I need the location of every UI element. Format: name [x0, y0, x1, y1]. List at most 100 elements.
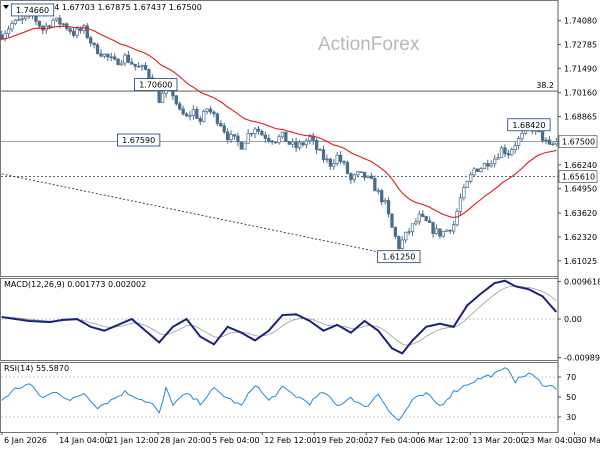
candle-body — [544, 139, 548, 142]
candle-body — [181, 108, 185, 115]
candle-body — [342, 161, 346, 163]
candle-body — [208, 108, 213, 113]
candle-body — [516, 138, 521, 146]
candle-body — [143, 65, 148, 70]
candle-body — [116, 58, 120, 66]
current-price-tag — [558, 135, 598, 149]
candle-body — [458, 197, 463, 212]
candle-body — [499, 147, 504, 159]
candle-body — [520, 133, 524, 139]
candle-body — [68, 28, 72, 32]
candle-body — [10, 23, 14, 30]
rsi-line — [1, 367, 557, 422]
candle-body — [256, 128, 261, 132]
price-tick-label: 1.74080 — [564, 17, 597, 26]
candle-body — [551, 143, 555, 146]
candle-body — [113, 56, 117, 60]
candle-body — [54, 17, 59, 21]
candle-body — [236, 135, 240, 143]
candle-body — [362, 171, 367, 178]
candle-body — [140, 65, 144, 67]
candle-body — [109, 56, 113, 59]
candle-body — [263, 134, 267, 139]
x-tick-label: 13 Mar 20:00 — [472, 436, 525, 445]
candle-body — [147, 69, 151, 79]
candle-body — [191, 108, 196, 116]
price-tick-label: 1.63620 — [564, 209, 597, 218]
candle-body — [421, 213, 425, 217]
candle-body — [489, 163, 493, 167]
x-tick-label: 21 Jan 12:00 — [108, 436, 159, 445]
candle-body — [431, 222, 435, 234]
candle-body — [469, 174, 473, 182]
candle-body — [205, 108, 209, 112]
price-annotation-box — [507, 118, 551, 132]
rsi-pane: RSI(14) 55.5870 70 50 30 — [1, 364, 576, 422]
price-tick-label: 1.66240 — [564, 161, 597, 170]
candle-body — [465, 181, 469, 188]
support-tag-label: 1.65610 — [562, 172, 595, 181]
candle-body — [445, 229, 449, 232]
candle-body — [427, 220, 432, 223]
price-annotation-label: 1.61250 — [382, 253, 415, 262]
candle-body — [417, 213, 422, 223]
x-tick-label: 23 Mar 04:00 — [524, 436, 577, 445]
candle-body — [448, 229, 452, 232]
candle-body — [37, 20, 42, 27]
candle-body — [232, 134, 237, 137]
candle-body — [202, 110, 206, 122]
candle-body — [71, 31, 76, 36]
macd-pane: MACD(12,26,9) 0.001773 0.002002 0.009618… — [1, 277, 600, 363]
candle-body — [451, 224, 456, 232]
candle-body — [369, 175, 374, 179]
candle-body — [198, 118, 202, 122]
candle-body — [267, 138, 271, 142]
candle-body — [184, 113, 189, 117]
watermark: ActionForex — [318, 34, 420, 55]
candle-body — [136, 65, 141, 68]
candle-body — [373, 178, 377, 192]
price-annotation-label: 1.74660 — [16, 6, 49, 15]
x-tick-label: 28 Jan 20:00 — [160, 436, 211, 445]
candle-body — [294, 141, 298, 149]
candle-body — [414, 221, 418, 225]
candle-body — [493, 158, 497, 165]
candle-body — [243, 142, 247, 150]
candle-body — [513, 145, 517, 150]
price-annotation-box — [377, 250, 421, 264]
candle-body — [297, 142, 302, 149]
candle-body — [462, 187, 466, 199]
x-tick-label: 14 Jan 04:00 — [59, 436, 110, 445]
candle-body — [284, 131, 288, 142]
candle-body — [376, 190, 380, 192]
candle-body — [246, 133, 250, 144]
candle-body — [273, 141, 278, 144]
candle-body — [438, 228, 442, 237]
candle-body — [253, 128, 257, 135]
x-tick-label: 12 Feb 12:00 — [264, 436, 316, 445]
candle-body — [482, 163, 487, 169]
candle-body — [335, 154, 339, 164]
candle-body — [188, 115, 192, 117]
candle-body — [229, 134, 233, 141]
candle-body — [410, 223, 415, 233]
candle-body — [280, 131, 285, 138]
candle-body — [554, 141, 558, 145]
candle-body — [496, 157, 500, 160]
candle-body — [133, 63, 137, 67]
candle-body — [61, 23, 65, 25]
candle-body — [547, 139, 552, 145]
candle-body — [102, 53, 107, 57]
price-tick-label: 1.61025 — [564, 257, 597, 266]
candle-body — [24, 15, 28, 20]
candle-body — [400, 239, 404, 249]
moving-average-line — [1, 25, 557, 219]
candle-body — [195, 108, 199, 119]
price-tick-label: 1.64950 — [564, 185, 597, 194]
fib-level-label: 38.2 — [536, 81, 554, 90]
candle-body — [315, 139, 319, 150]
price-pane: ActionForex EURAUD,H4 1.67703 1.67875 1.… — [0, 3, 598, 266]
candle-body — [75, 28, 79, 36]
candle-body — [126, 54, 131, 63]
macd-line — [1, 279, 558, 355]
